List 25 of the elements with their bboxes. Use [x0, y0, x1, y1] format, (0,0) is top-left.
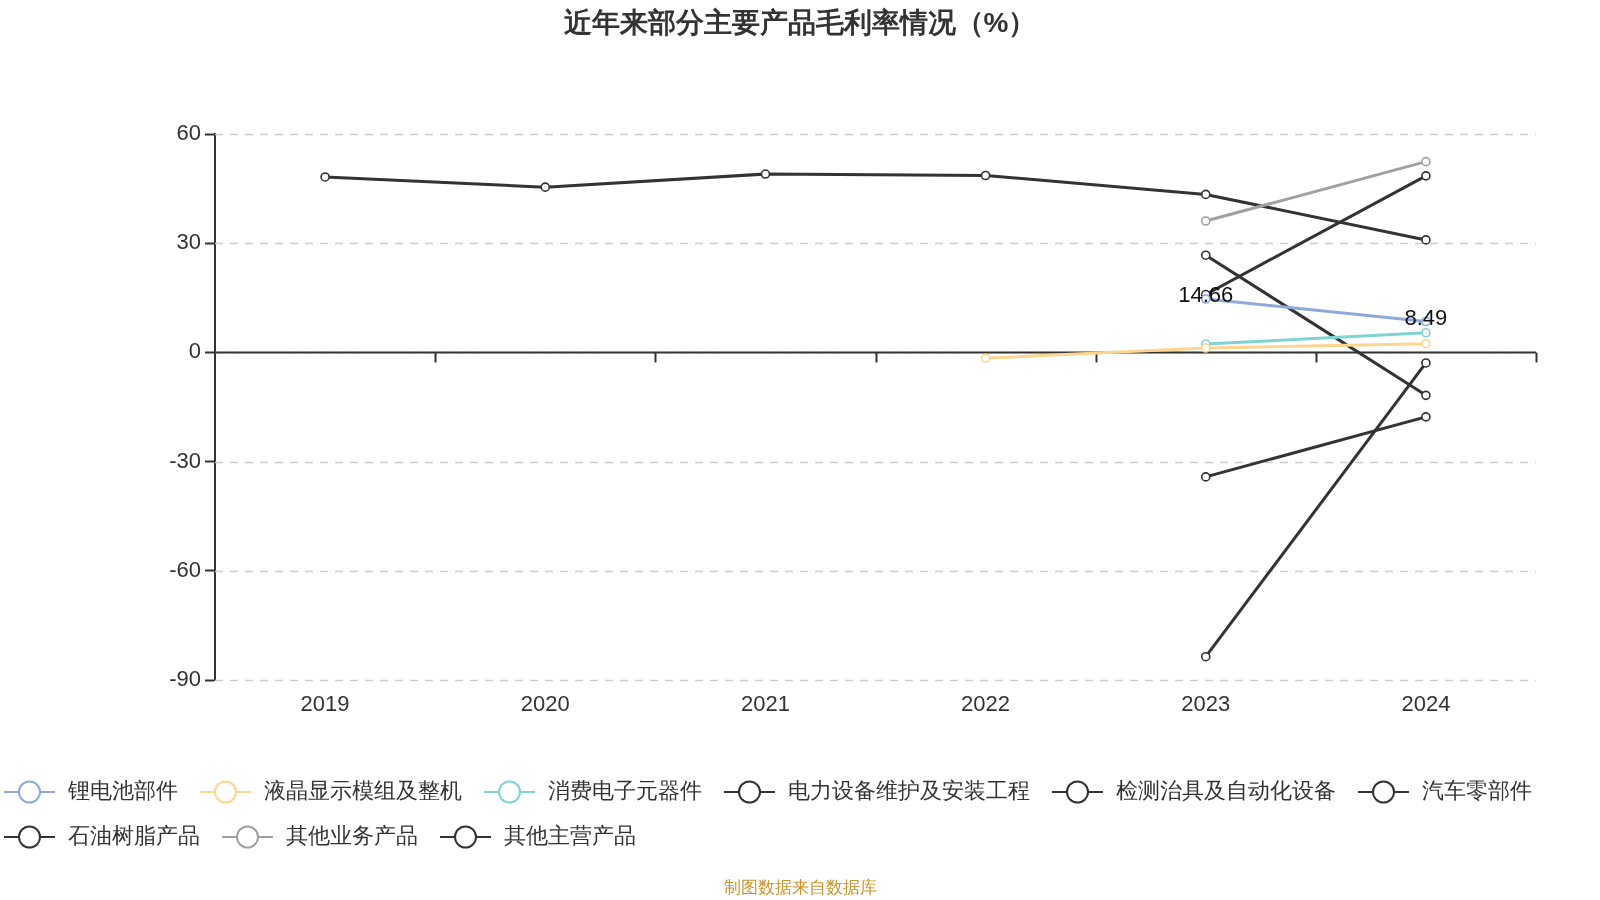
legend-label: 电力设备维护及安装工程: [788, 778, 1030, 804]
x-tick-label: 2022: [961, 691, 1011, 717]
legend-label: 其他主营产品: [504, 823, 636, 849]
y-tick-label: -90: [169, 666, 201, 692]
x-tick-label: 2024: [1401, 691, 1451, 717]
y-tick-label: -30: [169, 447, 201, 473]
y-tick-label: 60: [176, 120, 201, 146]
x-tick-label: 2020: [520, 691, 570, 717]
legend-label: 锂电池部件: [67, 778, 178, 804]
x-tick-label: 2021: [740, 691, 790, 717]
legend-label: 液晶显示模组及整机: [264, 778, 462, 804]
legend-label: 检测治具及自动化设备: [1116, 778, 1336, 804]
chart-title: 近年来部分主要产品毛利率情况（%）: [563, 6, 1037, 38]
y-tick-label: 0: [188, 338, 201, 364]
data-label: 14.66: [1178, 282, 1234, 308]
text: 制图数据来自数据库: [723, 877, 877, 897]
x-tick-label: 2023: [1181, 691, 1231, 717]
legend-label: 汽车零部件: [1422, 778, 1532, 804]
x-tick-label: 2019: [300, 691, 350, 717]
legend-label: 石油树脂产品: [68, 823, 200, 849]
legend-label: 消费电子元器件: [548, 778, 702, 804]
y-tick-label: -60: [169, 556, 201, 582]
y-tick-label: 30: [176, 229, 201, 255]
legend-label: 其他业务产品: [286, 823, 418, 849]
data-label: 8.49: [1404, 304, 1448, 330]
